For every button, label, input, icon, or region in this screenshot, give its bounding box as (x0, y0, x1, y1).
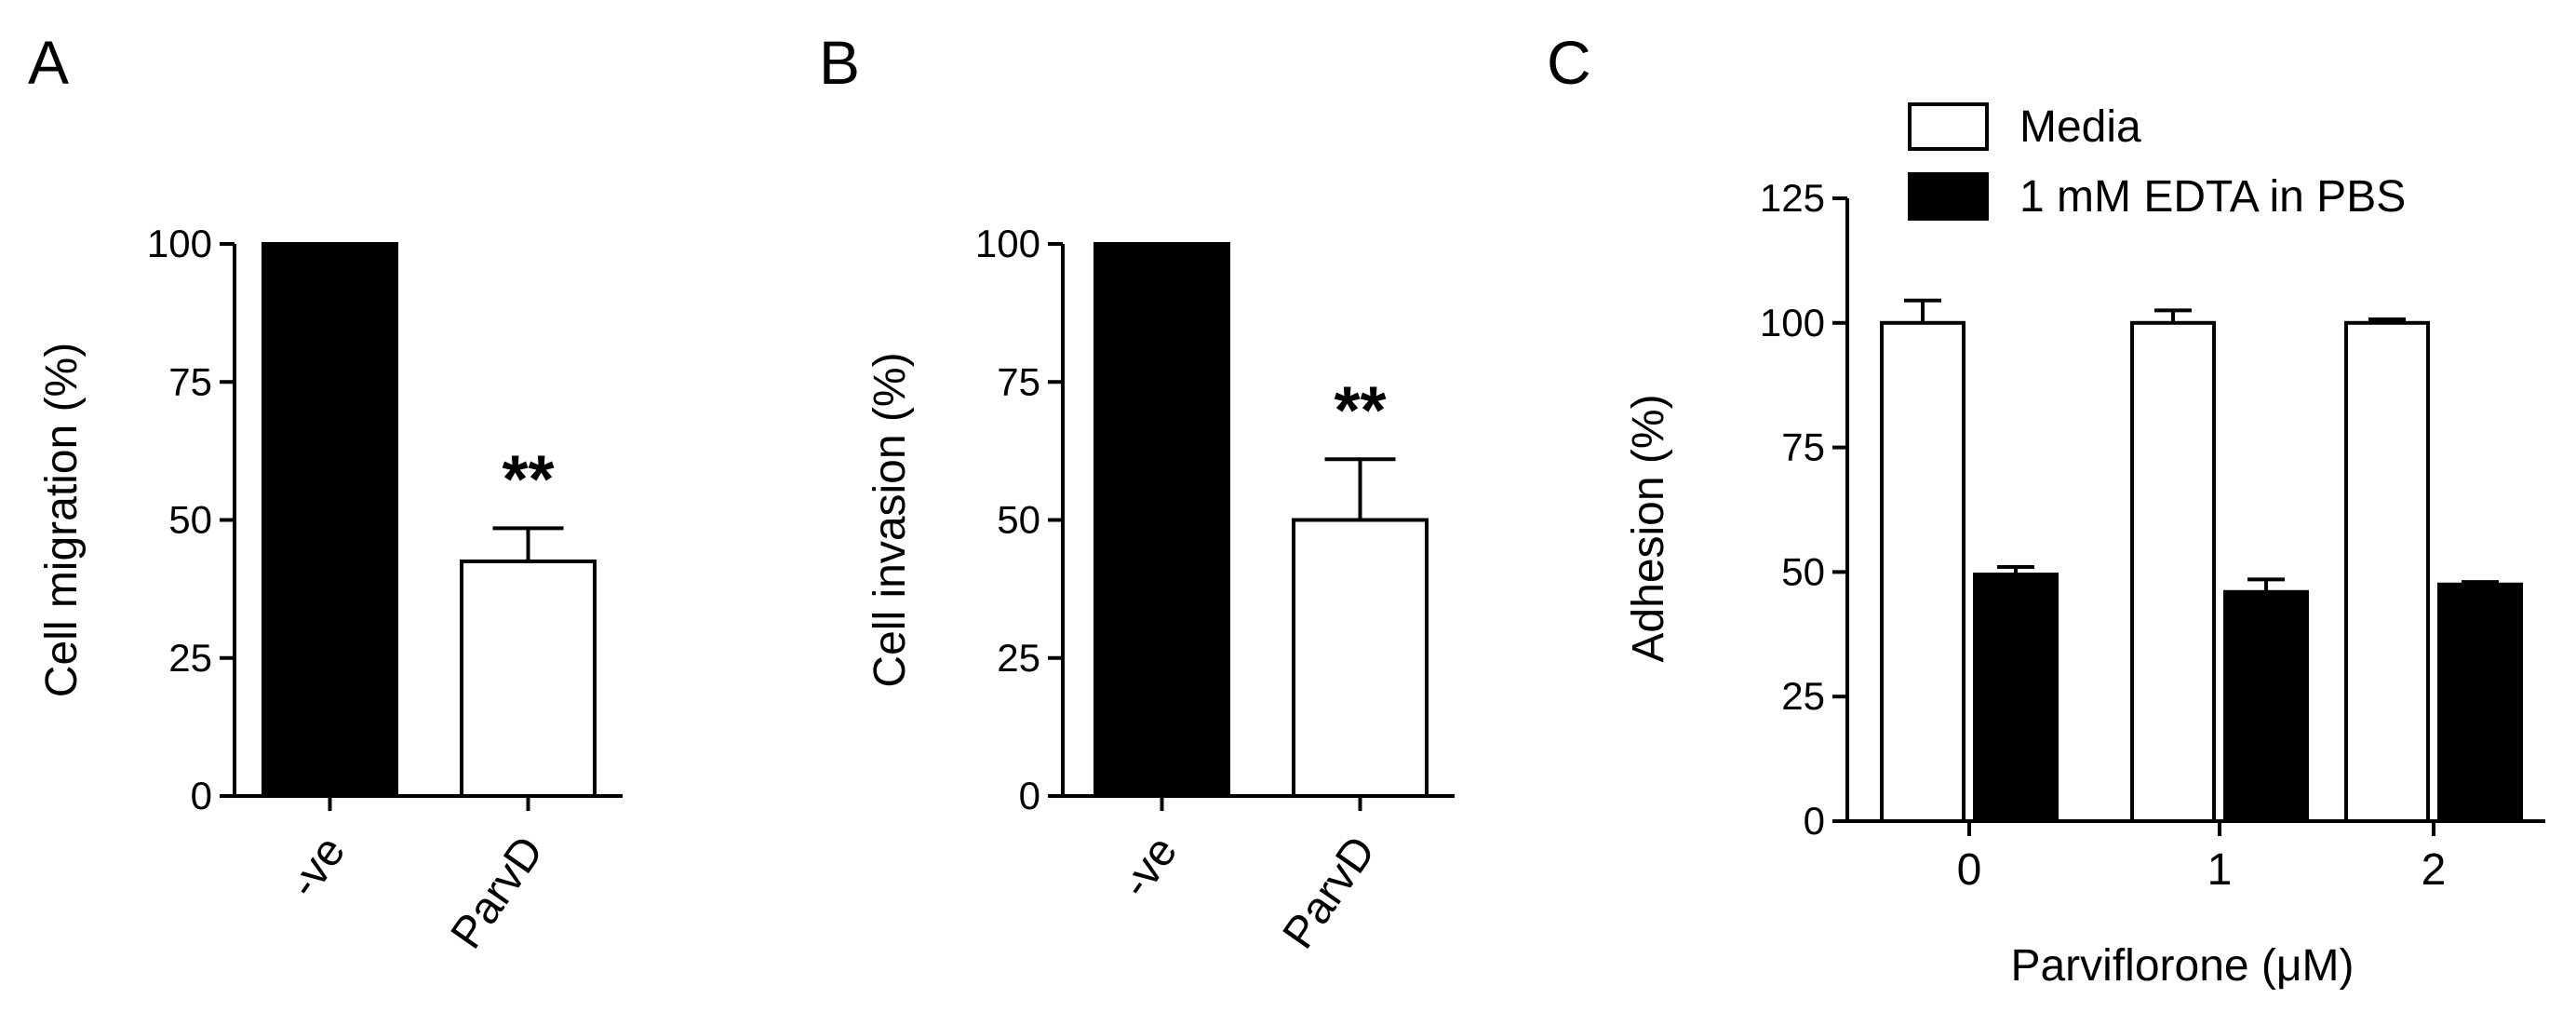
panel-c-y-axis-title: Adhesion (%) (1624, 394, 1673, 662)
panel-c-x-axis-title: Parviflorone (μM) (2010, 941, 2354, 991)
panel-c-bar-0-2 (2344, 320, 2430, 823)
panel-c-bar-1-1 (2223, 589, 2309, 823)
panel-a-ytick-label-0: 0 (191, 774, 212, 817)
panel-b-ytick-label-25: 25 (997, 636, 1040, 680)
panel-a-ytick-label-25: 25 (168, 636, 212, 680)
panel-c-ytick-label-100: 100 (1760, 301, 1825, 344)
panel-c-bar-0-0 (1880, 320, 1966, 823)
panel-a-ytick-label-50: 50 (168, 498, 212, 542)
panel-a-ytick-label-100: 100 (147, 222, 212, 265)
panel-label-b: B (819, 28, 860, 97)
panel-c-ytick-label-25: 25 (1781, 674, 1825, 718)
panel-b-ytick-label-50: 50 (997, 498, 1040, 542)
panel-c-xtick-label-0: 0 (1957, 845, 1982, 895)
panel-a-bar-0 (262, 242, 398, 798)
panel-b-ytick-label-100: 100 (975, 222, 1040, 265)
panel-b-significance-1: ** (1334, 373, 1386, 448)
panel-a-bar-1 (460, 559, 597, 798)
panel-b-xtick-label-0: -ve (1111, 828, 1187, 907)
panel-c-legend-swatch-1 (1908, 172, 1989, 221)
panel-c-bar-1-0 (1973, 573, 2059, 823)
panel-c-xtick-label-1: 1 (2207, 845, 2233, 895)
panel-c-ytick-label-0: 0 (1804, 799, 1825, 843)
panel-c-bar-1-2 (2437, 582, 2523, 824)
panel-c-ytick-label-75: 75 (1781, 425, 1825, 469)
panel-label-a: A (28, 28, 69, 97)
panel-a-xtick-label-1: ParvD (442, 828, 554, 958)
panel-c-legend-label-0: Media (2019, 102, 2141, 152)
panel-b-xtick-label-1: ParvD (1274, 828, 1386, 958)
panel-b-chart: -ve ** ParvD 0 25 50 75 100 Cell invasion (%) (865, 222, 1455, 958)
panel-b-y-axis-title: Cell invasion (%) (865, 352, 915, 687)
panel-a-significance-1: ** (502, 442, 554, 517)
panel-b-bar-0 (1093, 242, 1230, 798)
panel-b-bar-1 (1292, 518, 1429, 798)
panel-label-c: C (1547, 28, 1591, 97)
panel-b-ytick-label-0: 0 (1019, 774, 1040, 817)
panel-c-chart: 0 1 2 0 25 50 75 100 125 Adhesion (%) Parviflorone… (1624, 102, 2545, 991)
panel-c-xtick-label-2: 2 (2422, 845, 2447, 895)
panel-c-bar-0-1 (2130, 320, 2216, 823)
panel-a-xtick-label-0: -ve (279, 828, 356, 907)
panel-b-ytick-label-75: 75 (997, 359, 1040, 403)
panel-a-ytick-label-75: 75 (168, 359, 212, 403)
panel-c-ytick-label-125: 125 (1760, 176, 1825, 220)
panel-c-legend-label-1: 1 mM EDTA in PBS (2019, 172, 2406, 222)
panel-a-y-axis-title: Cell migration (%) (37, 343, 87, 697)
panel-c-legend-swatch-0 (1908, 102, 1989, 151)
panel-c-ytick-label-50: 50 (1781, 549, 1825, 593)
panel-a-chart: -ve ** ParvD 0 25 50 75 100 Cell migration (%) (37, 222, 623, 958)
